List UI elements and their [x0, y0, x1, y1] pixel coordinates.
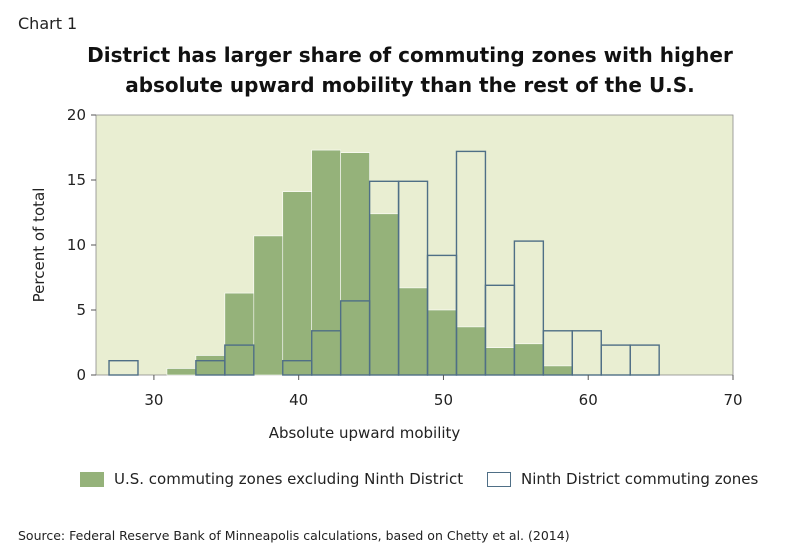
chart-number-label: Chart 1 — [18, 14, 78, 33]
bar-ninth-district-18 — [629, 344, 660, 376]
bar-us-7 — [311, 149, 341, 376]
bar-ninth-district-14 — [513, 240, 545, 376]
bar-us-2 — [166, 368, 197, 376]
bar-us-4 — [224, 292, 255, 376]
legend-label-ninth-district: Ninth District commuting zones — [521, 470, 759, 488]
x-tick-label-30: 30 — [144, 391, 163, 409]
legend-item-us: U.S. commuting zones excluding Ninth Dis… — [80, 470, 463, 488]
x-tick-label-40: 40 — [289, 391, 308, 409]
bar-us-15 — [543, 365, 573, 376]
legend-swatch-us — [80, 471, 104, 487]
bar-us-9 — [369, 213, 399, 376]
chart-legend: U.S. commuting zones excluding Ninth Dis… — [80, 470, 780, 494]
y-tick-label-10: 10 — [67, 236, 86, 254]
legend-item-ninth-district: Ninth District commuting zones — [487, 470, 758, 488]
bar-us-8 — [340, 152, 370, 376]
bar-ninth-district-4 — [224, 344, 255, 376]
histogram-chart: 0 5 10 15 20 30 40 50 60 70 Absolute upward mobili… — [30, 106, 743, 442]
bar-us-13 — [485, 347, 515, 376]
chart-title: District has larger share of commuting z… — [60, 40, 760, 100]
x-axis-title: Absolute upward mobility — [269, 424, 461, 442]
bar-us-5 — [253, 235, 284, 376]
bar-us-12 — [456, 326, 486, 376]
bar-us-6 — [282, 191, 313, 376]
chart-title-line-1: District has larger share of commuting z… — [87, 43, 733, 67]
bar-us-3 — [195, 355, 226, 376]
y-tick-label-15: 15 — [67, 171, 86, 189]
bar-ninth-district-0 — [108, 360, 139, 376]
x-tick-label-70: 70 — [723, 391, 742, 409]
bar-us-11 — [427, 309, 457, 376]
x-tick-label-50: 50 — [434, 391, 453, 409]
bar-ninth-district-12 — [455, 150, 487, 376]
x-tick-label-60: 60 — [579, 391, 598, 409]
y-tick-label-0: 0 — [76, 366, 86, 384]
chart-title-line-2: absolute upward mobility than the rest o… — [125, 73, 695, 97]
legend-label-us: U.S. commuting zones excluding Ninth Dis… — [114, 470, 464, 488]
source-note: Source: Federal Reserve Bank of Minneapo… — [18, 528, 570, 543]
y-tick-label-5: 5 — [76, 301, 86, 319]
y-tick-label-20: 20 — [67, 106, 86, 124]
y-axis-title: Percent of total — [30, 188, 48, 303]
legend-swatch-ninth-district — [487, 471, 511, 487]
bar-us-10 — [398, 287, 428, 376]
bar-us-14 — [514, 343, 544, 376]
